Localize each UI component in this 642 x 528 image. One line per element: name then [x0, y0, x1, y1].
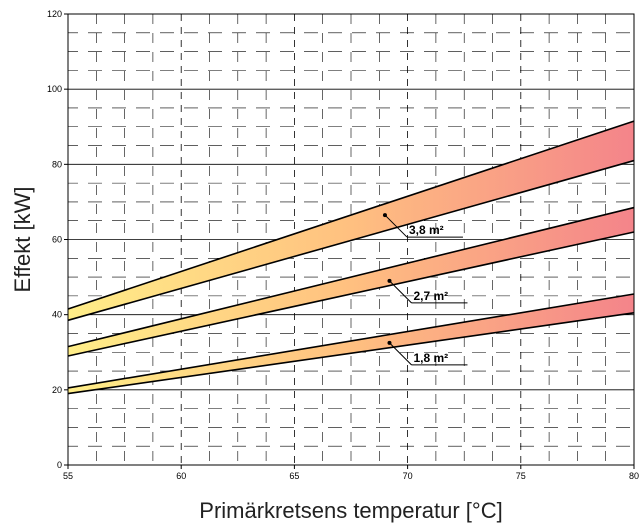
- y-tick-label: 40: [52, 310, 62, 320]
- bands: [67, 120, 635, 395]
- band-upper-line-1: [67, 206, 635, 348]
- band-fill-0: [68, 293, 634, 394]
- y-tick-label: 0: [57, 460, 62, 470]
- band-label-1: 2,7 m²: [413, 289, 448, 303]
- x-axis-title: Primärkretsens temperatur [°C]: [199, 498, 502, 523]
- band-lower-line-2: [67, 159, 635, 322]
- band-fill-1: [68, 207, 634, 357]
- band-lower-line-1: [67, 231, 635, 357]
- band-label-0: 1,8 m²: [413, 351, 448, 365]
- band-upper-line-2: [67, 120, 635, 310]
- x-tick-label: 55: [63, 471, 73, 481]
- x-tick-label: 70: [403, 471, 413, 481]
- y-axis-title: Effekt [kW]: [10, 187, 35, 293]
- band-label-leader-0: [389, 342, 412, 366]
- y-tick-label: 60: [52, 235, 62, 245]
- y-tick-label: 100: [47, 84, 62, 94]
- band-label-leader-1: [389, 280, 412, 304]
- x-tick-label: 75: [516, 471, 526, 481]
- band-fill-2: [68, 121, 634, 321]
- x-tick-label: 60: [176, 471, 186, 481]
- y-tick-label: 20: [52, 385, 62, 395]
- band-label-2: 3,8 m²: [409, 223, 444, 237]
- band-lower-line-0: [67, 311, 635, 395]
- band-upper-line-0: [67, 293, 635, 389]
- x-tick-label: 80: [629, 471, 639, 481]
- y-tick-label: 80: [52, 159, 62, 169]
- band-label-leader-2: [384, 214, 408, 238]
- ticks: 55 60 65 70 75 80 0 20 40 60 80 100 120: [47, 9, 639, 481]
- x-tick-label: 65: [289, 471, 299, 481]
- band-labels: 1,8 m² 2,7 m² 3,8 m²: [382, 213, 468, 366]
- y-tick-label: 120: [47, 9, 62, 19]
